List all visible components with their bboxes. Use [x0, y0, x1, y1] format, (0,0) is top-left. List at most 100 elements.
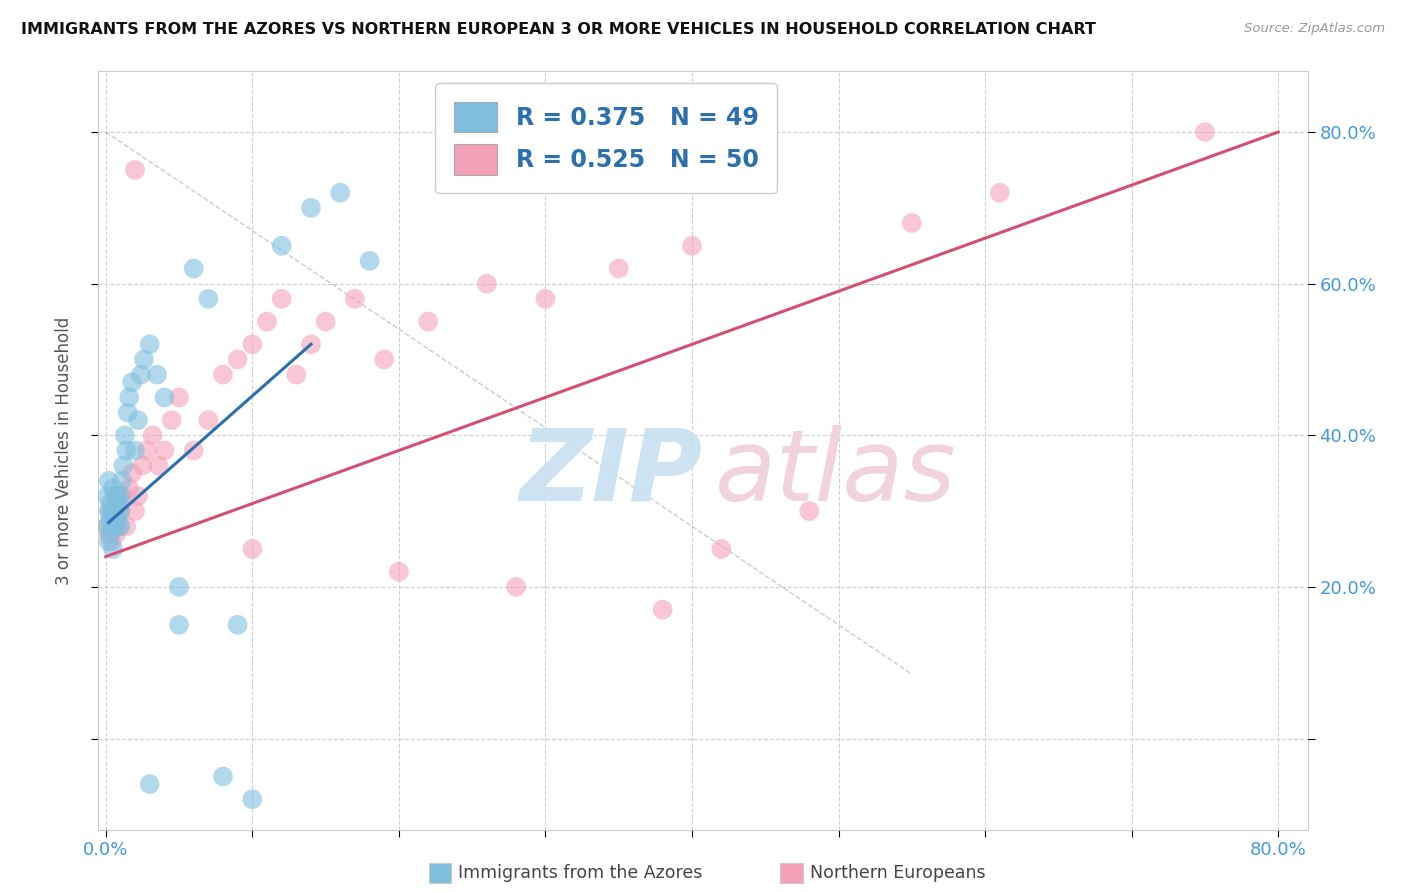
- Point: [197, 413, 219, 427]
- Point: [108, 519, 131, 533]
- Point: [388, 565, 411, 579]
- Point: [98, 496, 121, 510]
- Point: [142, 428, 165, 442]
- Point: [112, 489, 135, 503]
- Point: [240, 337, 263, 351]
- Point: [129, 368, 152, 382]
- Point: [124, 162, 146, 177]
- Point: [114, 428, 136, 442]
- Point: [167, 391, 190, 405]
- Point: [101, 504, 124, 518]
- Text: atlas: atlas: [716, 425, 956, 522]
- Point: [167, 617, 190, 632]
- Point: [160, 413, 183, 427]
- Point: [1194, 125, 1216, 139]
- Point: [299, 337, 322, 351]
- Point: [127, 413, 149, 427]
- Point: [100, 519, 122, 533]
- Point: [107, 489, 129, 503]
- Text: Immigrants from the Azores: Immigrants from the Azores: [458, 864, 703, 882]
- Point: [505, 580, 527, 594]
- Point: [112, 458, 135, 473]
- Point: [96, 519, 118, 533]
- Point: [153, 443, 176, 458]
- Point: [121, 466, 143, 480]
- Point: [240, 792, 263, 806]
- Point: [101, 541, 124, 557]
- Text: Northern Europeans: Northern Europeans: [810, 864, 986, 882]
- Point: [97, 504, 120, 518]
- Point: [681, 238, 703, 253]
- Point: [101, 512, 124, 526]
- Point: [110, 504, 132, 518]
- Point: [115, 519, 138, 533]
- Point: [270, 292, 292, 306]
- Point: [226, 617, 249, 632]
- Point: [138, 337, 160, 351]
- Point: [183, 443, 205, 458]
- Point: [212, 368, 235, 382]
- Point: [901, 216, 924, 230]
- Point: [256, 315, 278, 329]
- Point: [710, 541, 733, 557]
- Point: [110, 519, 132, 533]
- Point: [103, 496, 125, 510]
- Point: [105, 504, 128, 518]
- Point: [299, 201, 322, 215]
- Point: [988, 186, 1011, 200]
- Point: [100, 534, 122, 549]
- Point: [103, 519, 125, 533]
- Point: [121, 376, 143, 390]
- Point: [97, 474, 120, 488]
- Point: [101, 482, 124, 496]
- Point: [98, 526, 121, 541]
- Point: [167, 580, 190, 594]
- Point: [475, 277, 498, 291]
- Legend: R = 0.375   N = 49, R = 0.525   N = 50: R = 0.375 N = 49, R = 0.525 N = 50: [436, 83, 778, 194]
- Point: [132, 352, 155, 367]
- Point: [651, 603, 673, 617]
- Point: [98, 512, 121, 526]
- Point: [285, 368, 308, 382]
- Point: [124, 504, 146, 518]
- Y-axis label: 3 or more Vehicles in Household: 3 or more Vehicles in Household: [55, 317, 73, 584]
- Point: [329, 186, 352, 200]
- Point: [124, 443, 146, 458]
- Point: [607, 261, 630, 276]
- Point: [359, 253, 381, 268]
- Point: [118, 482, 141, 496]
- Point: [153, 391, 176, 405]
- Point: [111, 474, 134, 488]
- Point: [135, 443, 157, 458]
- Text: Source: ZipAtlas.com: Source: ZipAtlas.com: [1244, 22, 1385, 36]
- Point: [373, 352, 395, 367]
- Point: [226, 352, 249, 367]
- Point: [127, 489, 149, 503]
- Point: [117, 405, 139, 420]
- Text: IMMIGRANTS FROM THE AZORES VS NORTHERN EUROPEAN 3 OR MORE VEHICLES IN HOUSEHOLD : IMMIGRANTS FROM THE AZORES VS NORTHERN E…: [21, 22, 1095, 37]
- Point: [418, 315, 440, 329]
- Point: [110, 489, 132, 503]
- Point: [197, 292, 219, 306]
- Point: [534, 292, 557, 306]
- Point: [146, 368, 169, 382]
- Point: [315, 315, 337, 329]
- Point: [97, 534, 120, 549]
- Point: [138, 777, 160, 791]
- Point: [118, 391, 141, 405]
- Point: [148, 458, 170, 473]
- Text: ZIP: ZIP: [520, 425, 703, 522]
- Point: [343, 292, 366, 306]
- Point: [131, 458, 153, 473]
- Point: [115, 443, 138, 458]
- Point: [107, 489, 129, 503]
- Point: [183, 261, 205, 276]
- Point: [105, 519, 128, 533]
- Point: [107, 512, 129, 526]
- Point: [98, 504, 121, 518]
- Point: [212, 769, 235, 784]
- Point: [103, 489, 125, 503]
- Point: [110, 504, 132, 518]
- Point: [96, 519, 118, 533]
- Point: [799, 504, 821, 518]
